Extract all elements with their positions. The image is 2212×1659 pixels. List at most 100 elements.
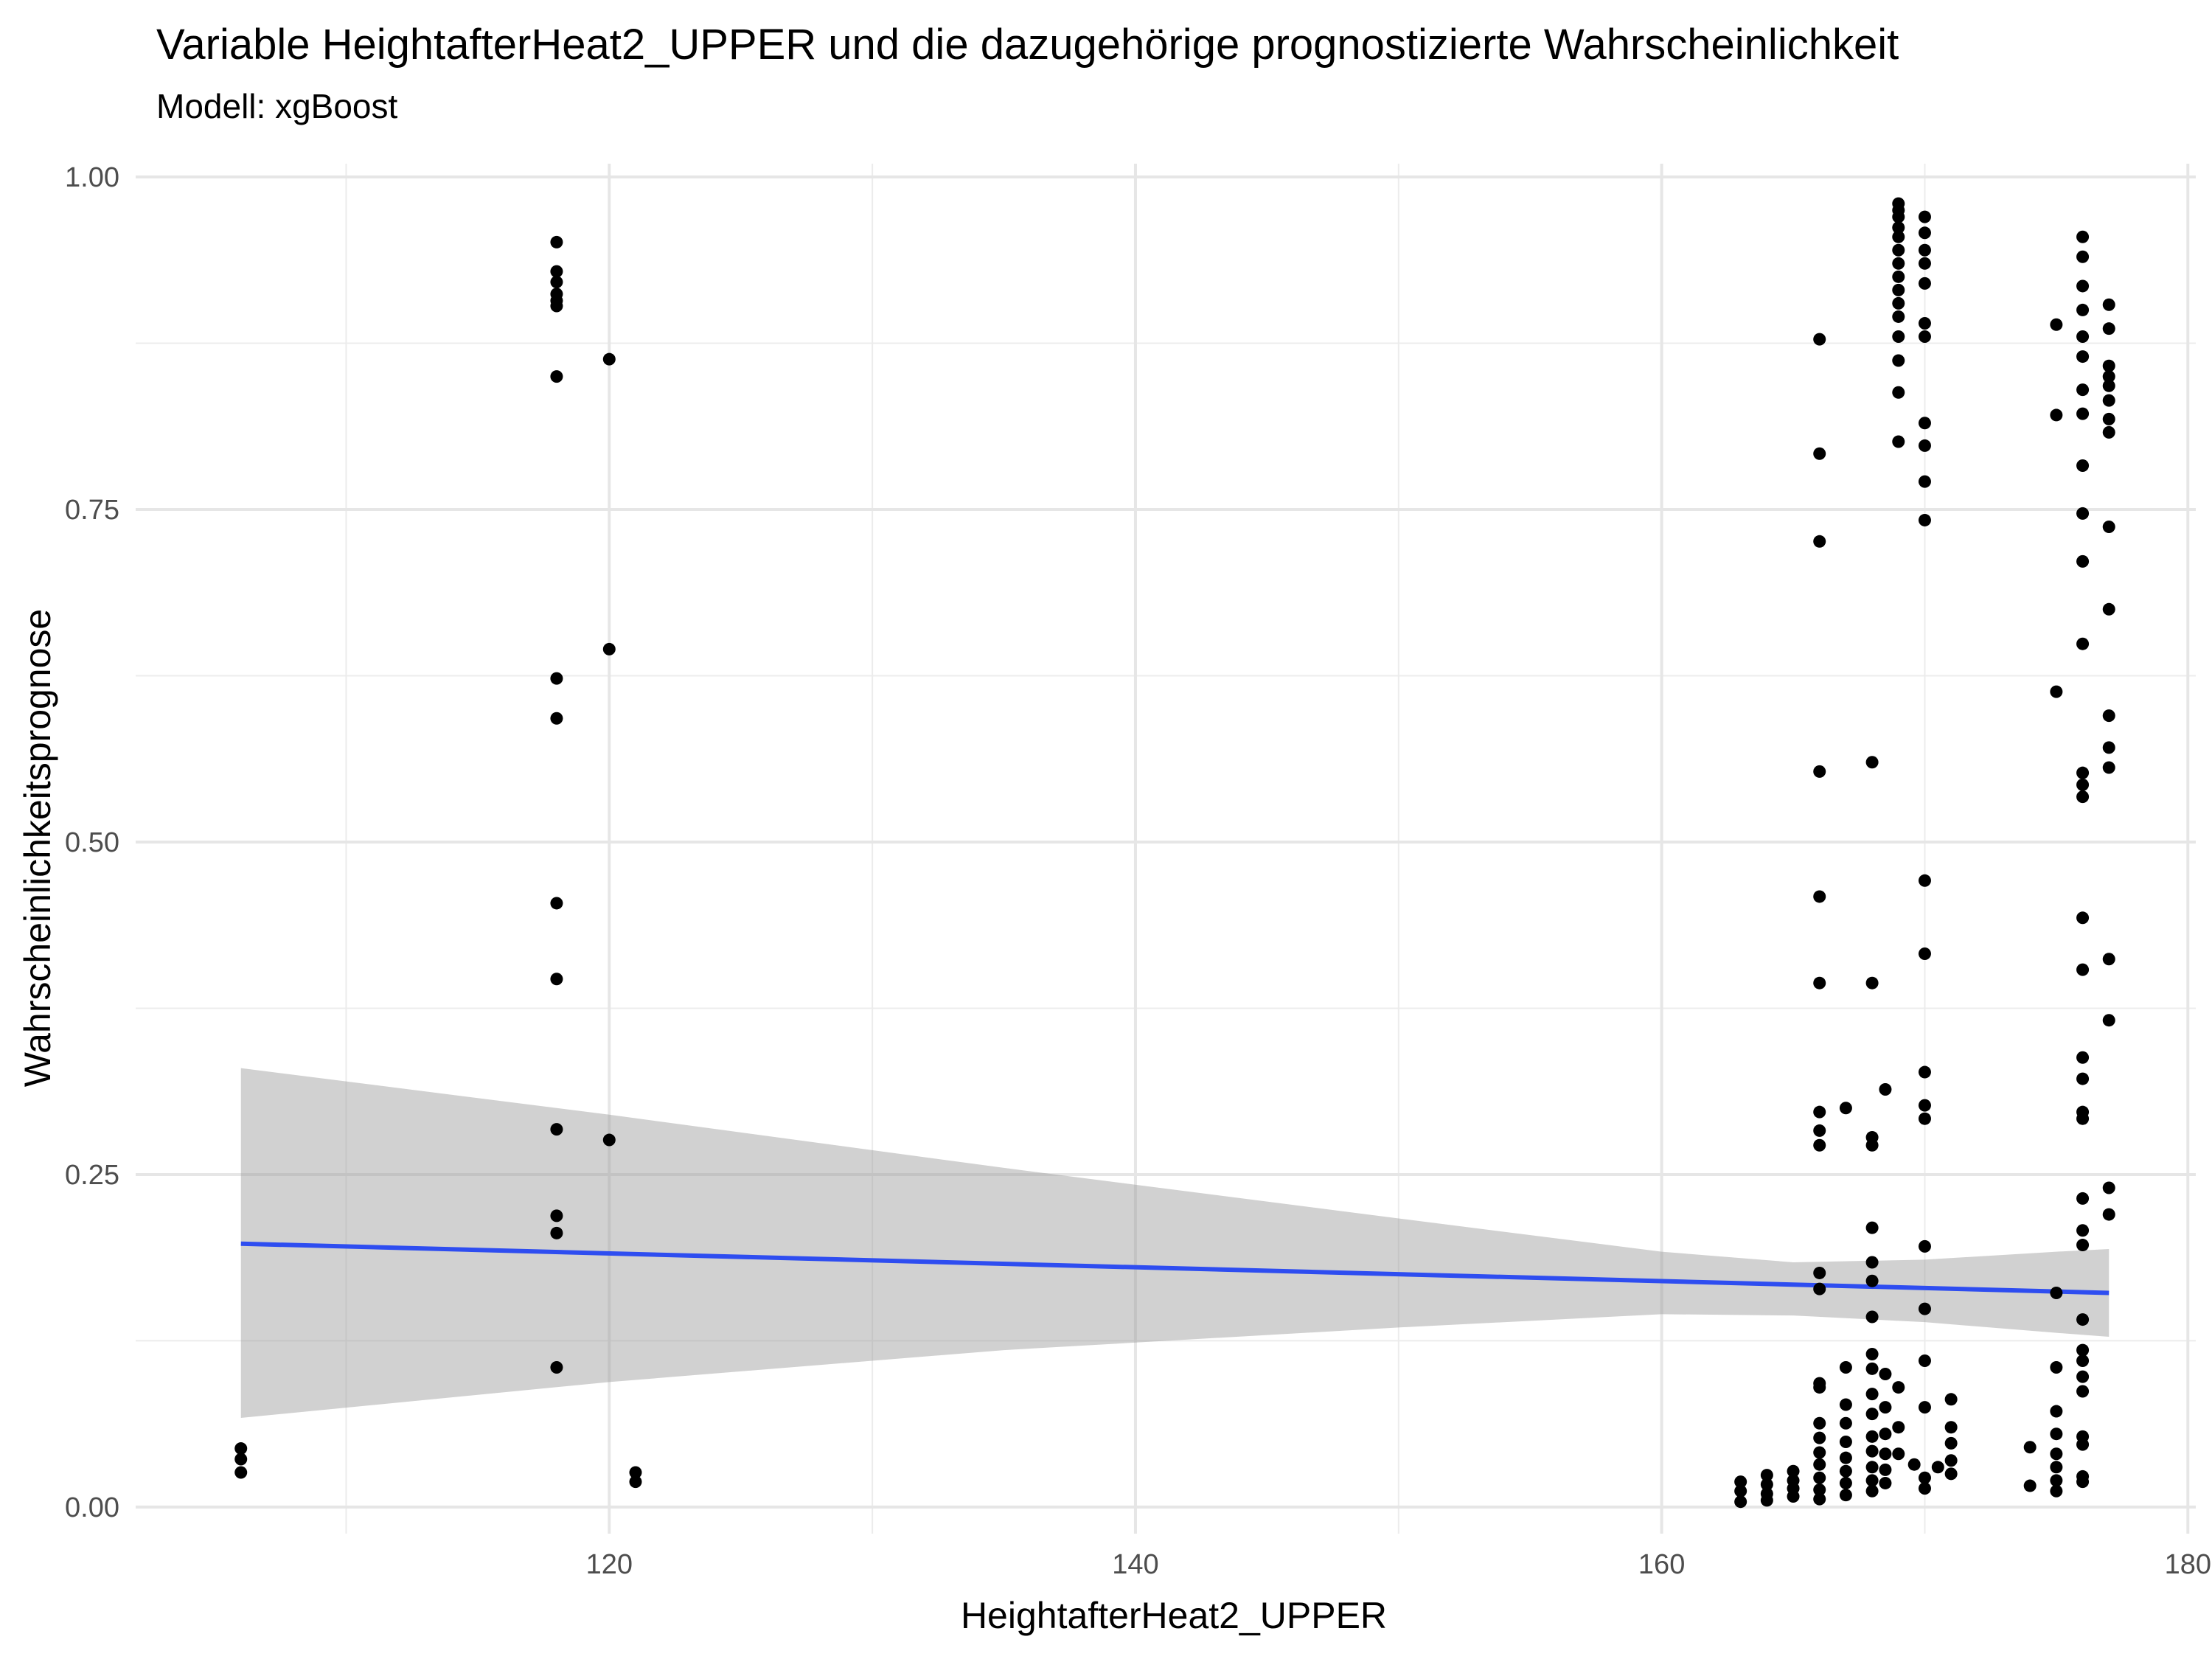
data-point [1787, 1464, 1800, 1478]
data-point [1944, 1467, 1958, 1481]
data-point [1931, 1461, 1944, 1474]
data-point [1865, 1347, 1879, 1360]
data-point [1865, 1362, 1879, 1375]
data-point [1879, 1463, 1892, 1476]
minor-gridlines [136, 164, 2196, 1534]
data-point [1879, 1083, 1892, 1096]
data-point [1734, 1484, 1747, 1498]
data-point [1813, 535, 1826, 548]
data-point [2076, 778, 2090, 791]
data-point [1813, 1492, 1826, 1506]
data-point [1918, 257, 1931, 270]
data-point [2102, 298, 2115, 311]
major-gridlines [136, 164, 2196, 1534]
data-point [1892, 330, 1905, 344]
data-point [1892, 283, 1905, 296]
data-point [550, 897, 563, 910]
data-point [550, 1226, 563, 1239]
data-point [1918, 439, 1931, 452]
data-point [2076, 303, 2090, 316]
data-point [1918, 1354, 1931, 1367]
y-tick-label: 0.50 [65, 827, 119, 858]
data-point [2102, 709, 2115, 723]
data-point [1892, 270, 1905, 283]
data-point [2102, 953, 2115, 966]
data-point [2050, 1286, 2063, 1299]
data-point [1734, 1475, 1747, 1489]
data-point [1813, 333, 1826, 346]
data-point [1918, 316, 1931, 330]
data-point [2076, 637, 2090, 650]
data-point [602, 642, 616, 655]
trend-line [240, 1241, 2110, 1295]
data-point [2102, 520, 2115, 533]
data-point [1865, 1461, 1879, 1474]
data-point [1865, 1430, 1879, 1443]
data-point [550, 1209, 563, 1222]
data-point [1839, 1361, 1852, 1374]
data-point [1813, 1266, 1826, 1279]
data-point [1865, 1274, 1879, 1287]
data-point [1813, 1138, 1826, 1152]
data-point [550, 370, 563, 383]
data-point [234, 1466, 248, 1479]
data-point [234, 1453, 248, 1466]
data-point [1918, 1401, 1931, 1414]
y-tick-label: 1.00 [65, 162, 119, 193]
data-point [602, 1133, 616, 1147]
data-point [550, 1361, 563, 1374]
data-point [2102, 379, 2115, 392]
data-point [1839, 1102, 1852, 1115]
data-point [1865, 1310, 1879, 1324]
data-point [2076, 383, 2090, 397]
y-tick-labels: 0.00 0.25 0.50 0.75 1.00 [65, 162, 119, 1523]
data-point [550, 276, 563, 289]
data-point [1839, 1398, 1852, 1411]
data-point [1918, 330, 1931, 344]
data-point [1918, 874, 1931, 887]
chart-title: Variable HeightafterHeat2_UPPER und die … [156, 21, 1899, 69]
data-point [1918, 1482, 1931, 1495]
data-point [1813, 765, 1826, 778]
data-point [2023, 1479, 2037, 1492]
data-point [2076, 250, 2090, 263]
data-point [1865, 1408, 1879, 1421]
data-point [1760, 1494, 1773, 1507]
data-point [1813, 1381, 1826, 1394]
data-point [2076, 350, 2090, 364]
data-point [2076, 330, 2090, 344]
data-point [1865, 1444, 1879, 1458]
data-point [2076, 963, 2090, 976]
data-point [2050, 1405, 2063, 1418]
data-point [1918, 210, 1931, 223]
data-point [550, 299, 563, 313]
data-point [1813, 447, 1826, 460]
data-point [2076, 1224, 2090, 1237]
data-point [1918, 1471, 1931, 1484]
data-point [1892, 243, 1905, 257]
data-point [1813, 976, 1826, 990]
y-axis-label: Wahrscheinlichkeitsprognose [17, 609, 58, 1087]
data-point [1865, 1388, 1879, 1401]
data-point [1879, 1427, 1892, 1441]
data-point [2102, 1181, 2115, 1194]
data-point [1865, 1221, 1879, 1234]
y-tick-label: 0.25 [65, 1160, 119, 1191]
data-point [1813, 1446, 1826, 1459]
x-axis-label: HeightafterHeat2_UPPER [961, 1595, 1387, 1636]
x-tick-label: 180 [2165, 1549, 2211, 1580]
data-point [1892, 230, 1905, 243]
data-point [1760, 1469, 1773, 1482]
data-point [1879, 1447, 1892, 1461]
data-point [2050, 1474, 2063, 1487]
data-point [2102, 412, 2115, 425]
data-point [1918, 513, 1931, 526]
data-point [1892, 1447, 1905, 1461]
data-point [1879, 1476, 1892, 1489]
data-point [2076, 911, 2090, 925]
data-point [1760, 1478, 1773, 1491]
data-point [1813, 1458, 1826, 1471]
data-point [2076, 459, 2090, 472]
data-point [1879, 1401, 1892, 1414]
